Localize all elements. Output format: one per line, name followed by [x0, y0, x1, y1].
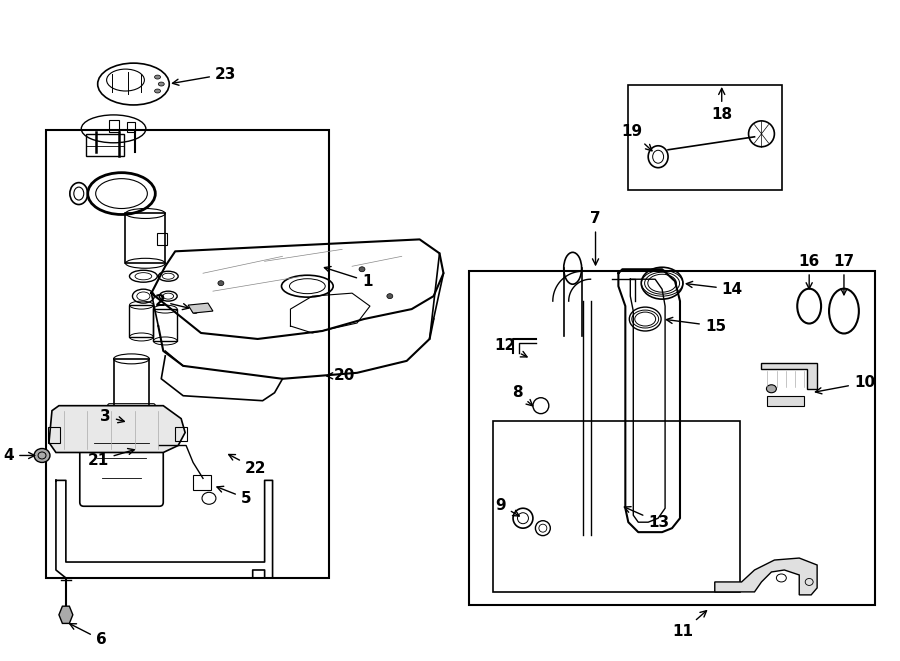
- Polygon shape: [715, 558, 817, 595]
- Polygon shape: [188, 303, 213, 313]
- Ellipse shape: [34, 449, 50, 463]
- Text: 4: 4: [4, 448, 35, 463]
- Ellipse shape: [155, 75, 160, 79]
- Bar: [48, 426, 60, 442]
- Bar: [128, 122, 135, 132]
- Text: 23: 23: [173, 67, 237, 85]
- Text: 8: 8: [512, 385, 533, 406]
- Text: 12: 12: [495, 338, 527, 357]
- Text: 17: 17: [833, 254, 854, 295]
- Ellipse shape: [767, 385, 777, 393]
- Ellipse shape: [218, 281, 224, 286]
- Polygon shape: [768, 396, 805, 406]
- Text: 15: 15: [666, 317, 726, 334]
- Text: 7: 7: [590, 212, 601, 265]
- Text: 18: 18: [711, 89, 733, 122]
- Ellipse shape: [387, 293, 392, 299]
- Bar: [158, 233, 167, 245]
- Text: 2: 2: [155, 293, 189, 309]
- Ellipse shape: [192, 309, 198, 313]
- Text: 3: 3: [100, 408, 124, 424]
- Text: 9: 9: [496, 498, 519, 516]
- Text: 5: 5: [217, 486, 251, 506]
- Bar: [176, 426, 187, 440]
- Bar: [86, 134, 123, 156]
- Bar: [125, 214, 166, 263]
- Text: 16: 16: [798, 254, 820, 289]
- Ellipse shape: [359, 267, 365, 272]
- Bar: [628, 85, 782, 190]
- Text: 14: 14: [687, 282, 742, 297]
- Bar: [46, 130, 329, 578]
- Text: 22: 22: [229, 455, 266, 476]
- Text: 11: 11: [672, 611, 706, 639]
- Bar: [469, 271, 875, 605]
- Bar: [493, 420, 740, 592]
- Polygon shape: [49, 406, 185, 453]
- Bar: [113, 359, 149, 408]
- Bar: [153, 309, 177, 341]
- Text: 13: 13: [625, 507, 670, 529]
- Text: 10: 10: [815, 375, 875, 394]
- Text: 6: 6: [69, 624, 106, 647]
- Text: 19: 19: [621, 124, 652, 151]
- Text: 21: 21: [87, 449, 134, 468]
- Bar: [130, 305, 153, 337]
- Bar: [194, 475, 211, 490]
- Ellipse shape: [155, 89, 160, 93]
- Ellipse shape: [158, 82, 165, 86]
- Text: 20: 20: [327, 368, 356, 383]
- Polygon shape: [761, 363, 817, 389]
- Polygon shape: [58, 606, 73, 623]
- Text: 1: 1: [324, 266, 373, 289]
- Bar: [109, 120, 119, 132]
